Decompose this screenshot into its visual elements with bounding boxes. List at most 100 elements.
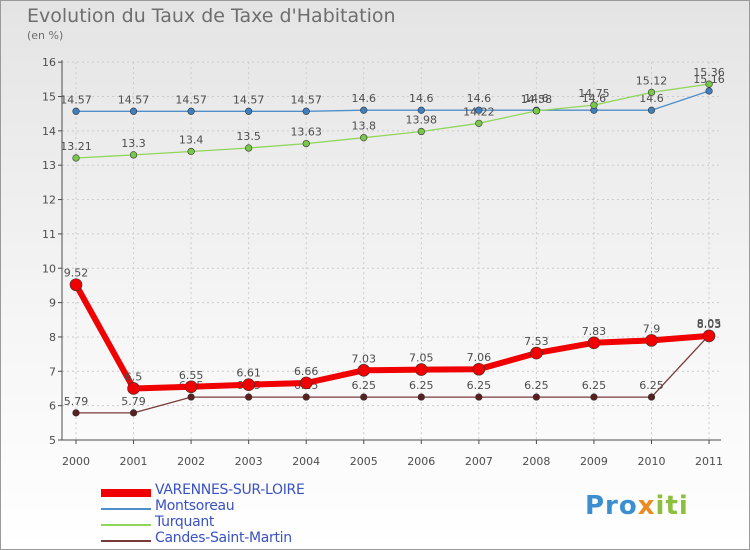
- y-tick-label-12: 12: [42, 194, 56, 207]
- point-varennes-sur-loire-2000: [69, 278, 83, 292]
- point-candes-saint-martin-2001: [129, 409, 138, 417]
- y-tick-label-14: 14: [42, 125, 56, 138]
- point-varennes-sur-loire-2010: [645, 334, 658, 347]
- data-label-varennes-sur-loire-2004: 6.66: [294, 365, 319, 378]
- y-tick-label-6: 6: [49, 400, 56, 413]
- data-label-montsoreau-2004: 14.57: [290, 93, 322, 106]
- data-label-turquant-2000: 13.21: [60, 140, 92, 153]
- data-label-candes-saint-martin-2006: 6.25: [409, 379, 434, 392]
- point-montsoreau-2000: [72, 107, 80, 115]
- y-tick-label-13: 13: [42, 159, 56, 172]
- y-tick-label-5: 5: [49, 434, 56, 447]
- data-label-montsoreau-2010: 14.6: [639, 92, 664, 105]
- data-label-candes-saint-martin-2009: 6.25: [582, 379, 607, 392]
- point-turquant-2004: [302, 139, 310, 148]
- x-tick-label-2008: 2008: [522, 455, 550, 468]
- point-candes-saint-martin-2007: [475, 393, 483, 401]
- point-turquant-2003: [245, 144, 253, 152]
- data-label-varennes-sur-loire-2002: 6.55: [179, 369, 204, 382]
- logo-part-2: x: [637, 491, 656, 521]
- point-turquant-2005: [360, 134, 368, 142]
- legend-swatch: [101, 489, 151, 497]
- data-label-turquant-2011: 15.36: [693, 66, 725, 79]
- legend-label: Montsoreau: [155, 498, 235, 514]
- data-label-turquant-2005: 13.8: [352, 120, 377, 133]
- data-label-varennes-sur-loire-2006: 7.05: [409, 352, 434, 365]
- legend-swatch: [101, 508, 151, 510]
- y-tick-label-16: 16: [42, 56, 56, 69]
- data-label-turquant-2004: 13.63: [290, 126, 322, 139]
- data-label-turquant-2006: 13.98: [406, 114, 438, 127]
- point-candes-saint-martin-2010: [647, 393, 656, 401]
- data-label-turquant-2009: 14.75: [578, 87, 610, 100]
- point-candes-saint-martin-2005: [360, 393, 368, 401]
- x-tick-label-2011: 2011: [695, 455, 723, 468]
- point-montsoreau-2006: [417, 106, 425, 114]
- point-montsoreau-2003: [245, 107, 253, 115]
- y-tick-label-11: 11: [42, 228, 56, 241]
- point-turquant-2011: [705, 80, 713, 88]
- data-label-candes-saint-martin-2000: 5.79: [64, 395, 89, 408]
- data-label-montsoreau-2006: 14.6: [409, 92, 434, 105]
- point-varennes-sur-loire-2009: [587, 336, 601, 350]
- point-montsoreau-2001: [129, 107, 138, 115]
- point-turquant-2007: [475, 119, 483, 127]
- point-montsoreau-2010: [647, 106, 656, 114]
- x-tick-label-2003: 2003: [235, 455, 263, 468]
- point-montsoreau-2011: [705, 87, 713, 95]
- x-tick-label-2006: 2006: [407, 455, 435, 468]
- data-label-montsoreau-2009: 14.6: [582, 92, 607, 105]
- point-varennes-sur-loire-2001: [127, 382, 140, 395]
- legend-swatch: [101, 524, 151, 526]
- point-varennes-sur-loire-2007: [472, 362, 486, 376]
- data-label-candes-saint-martin-2011: 8.05: [697, 317, 722, 330]
- x-tick-label-2010: 2010: [638, 455, 666, 468]
- data-label-turquant-2008: 14.58: [521, 93, 553, 106]
- point-turquant-2010: [647, 88, 656, 96]
- x-tick-label-2004: 2004: [292, 455, 320, 468]
- y-tick-label-10: 10: [42, 262, 56, 275]
- data-label-montsoreau-2007: 14.6: [467, 92, 492, 105]
- data-label-varennes-sur-loire-2001: 6.5: [125, 370, 143, 383]
- data-label-varennes-sur-loire-2009: 7.83: [582, 325, 607, 338]
- data-label-montsoreau-2008: 14.6: [524, 92, 549, 105]
- data-label-varennes-sur-loire-2000: 9.52: [64, 267, 89, 280]
- data-label-montsoreau-2001: 14.57: [118, 93, 150, 106]
- point-varennes-sur-loire-2008: [530, 346, 543, 360]
- data-label-turquant-2001: 13.3: [121, 137, 146, 150]
- point-turquant-2008: [532, 107, 541, 115]
- data-label-candes-saint-martin-2008: 6.25: [524, 379, 549, 392]
- data-label-montsoreau-2002: 14.57: [175, 93, 207, 106]
- point-montsoreau-2007: [475, 106, 483, 114]
- data-label-candes-saint-martin-2010: 6.25: [639, 379, 664, 392]
- data-label-montsoreau-2000: 14.57: [60, 93, 92, 106]
- y-unit-label: (en %): [27, 29, 64, 42]
- chart-title: Evolution du Taux de Taxe d'Habitation: [27, 5, 396, 27]
- series-line-montsoreau: [75, 90, 710, 112]
- point-varennes-sur-loire-2004: [299, 376, 313, 390]
- point-candes-saint-martin-2009: [590, 393, 598, 401]
- point-varennes-sur-loire-2005: [357, 363, 371, 377]
- point-turquant-2000: [72, 154, 80, 162]
- point-candes-saint-martin-2008: [532, 393, 541, 401]
- data-label-candes-saint-martin-2007: 6.25: [467, 379, 492, 392]
- y-tick-label-9: 9: [49, 297, 56, 310]
- data-label-varennes-sur-loire-2005: 7.03: [352, 352, 377, 365]
- point-candes-saint-martin-2000: [72, 409, 80, 417]
- point-varennes-sur-loire-2003: [242, 378, 255, 391]
- x-tick-label-2000: 2000: [62, 455, 90, 468]
- y-tick-label-15: 15: [42, 91, 56, 104]
- data-label-turquant-2002: 13.4: [179, 133, 204, 146]
- data-label-varennes-sur-loire-2007: 7.06: [467, 351, 492, 364]
- proxiti-logo: Proxiti: [585, 491, 689, 521]
- data-label-varennes-sur-loire-2010: 7.9: [643, 322, 661, 335]
- data-label-candes-saint-martin-2005: 6.25: [352, 379, 377, 392]
- x-tick-label-2002: 2002: [177, 455, 205, 468]
- legend-label: Candes-Saint-Martin: [155, 530, 292, 546]
- point-candes-saint-martin-2004: [302, 393, 310, 401]
- point-varennes-sur-loire-2002: [184, 380, 198, 394]
- point-turquant-2001: [129, 151, 138, 159]
- series-line-candes-saint-martin: [75, 334, 710, 414]
